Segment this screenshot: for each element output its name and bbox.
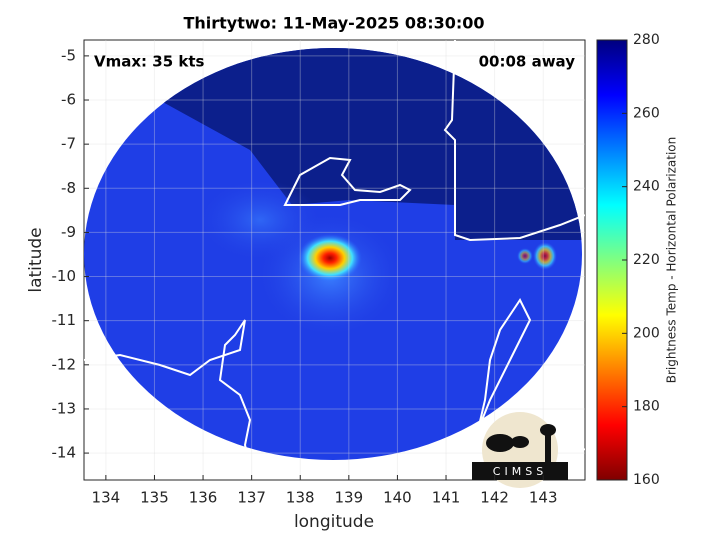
x-tick-label: 143 <box>529 489 558 507</box>
x-axis-label: longitude <box>294 512 374 532</box>
vmax-label: Vmax: 35 kts <box>94 53 204 71</box>
y-axis-label: latitude <box>26 227 46 292</box>
colorbar-tick-label: 260 <box>633 105 660 121</box>
logo-text: CIMSS <box>493 465 547 478</box>
colorbar-label: Brightness Temp - Horizontal Polarizatio… <box>665 137 679 384</box>
logo: CIMSS <box>472 412 568 488</box>
y-tick-label: -10 <box>52 267 77 285</box>
y-tick-label: -6 <box>61 91 76 109</box>
y-tick-label: -13 <box>52 399 77 417</box>
y-tick-label: -7 <box>61 135 76 153</box>
y-tick-label: -11 <box>52 311 77 329</box>
x-tick-label: 137 <box>237 489 266 507</box>
y-tick-label: -14 <box>52 444 77 462</box>
x-tick-label: 134 <box>92 489 121 507</box>
colorbar-tick-label: 200 <box>633 325 660 341</box>
image <box>84 40 585 467</box>
colorbar-tick-label: 240 <box>633 179 660 195</box>
y-tick-label: -12 <box>52 355 77 373</box>
colorbar-tick-label: 160 <box>633 472 660 488</box>
away-label: 00:08 away <box>479 53 576 71</box>
x-tick-label: 142 <box>480 489 509 507</box>
y-tick-label: -5 <box>61 46 76 64</box>
colorbar-tick-label: 220 <box>633 252 660 268</box>
y-tick-label: -9 <box>61 223 76 241</box>
x-tick-label: 136 <box>189 489 218 507</box>
x-tick-label: 141 <box>432 489 461 507</box>
x-tick-label: 138 <box>286 489 315 507</box>
colorbar-tick-label: 180 <box>633 399 660 415</box>
title: Thirtytwo: 11-May-2025 08:30:00 <box>183 14 484 33</box>
x-tick-label: 139 <box>335 489 364 507</box>
x-tick-label: 140 <box>383 489 412 507</box>
x-tick-label: 135 <box>140 489 169 507</box>
colorbar-tick-label: 280 <box>633 32 660 48</box>
y-tick-label: -8 <box>61 179 76 197</box>
